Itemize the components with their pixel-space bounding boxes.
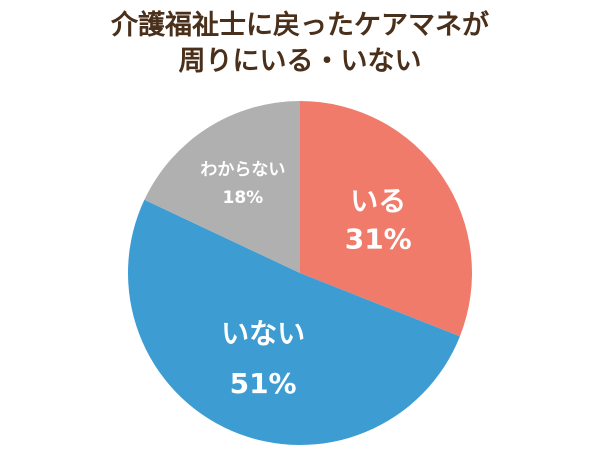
chart-title-line-1: 介護福祉士に戻ったケアマネが xyxy=(111,10,489,41)
pie-slice-label-3: わからない xyxy=(200,160,285,180)
chart-title-line-2: 周りにいる・いない xyxy=(178,46,422,77)
pie-labels: いる 31% いない 51% わからない 18% xyxy=(200,160,411,400)
pie-slice-1 xyxy=(300,101,472,337)
pie-slices xyxy=(127,101,472,446)
pie-slice-value-2: 51% xyxy=(230,367,297,400)
pie-slice-value-1: 31% xyxy=(345,223,412,256)
chart-title: 介護福祉士に戻ったケアマネが 周りにいる・いない xyxy=(0,8,600,80)
pie-slice-3 xyxy=(144,101,300,273)
pie-slice-label-1: いる xyxy=(350,185,406,218)
pie-slice-value-3: 18% xyxy=(223,188,264,208)
pie-slice-label-2: いない xyxy=(221,317,305,350)
pie-slice-2 xyxy=(127,199,460,446)
